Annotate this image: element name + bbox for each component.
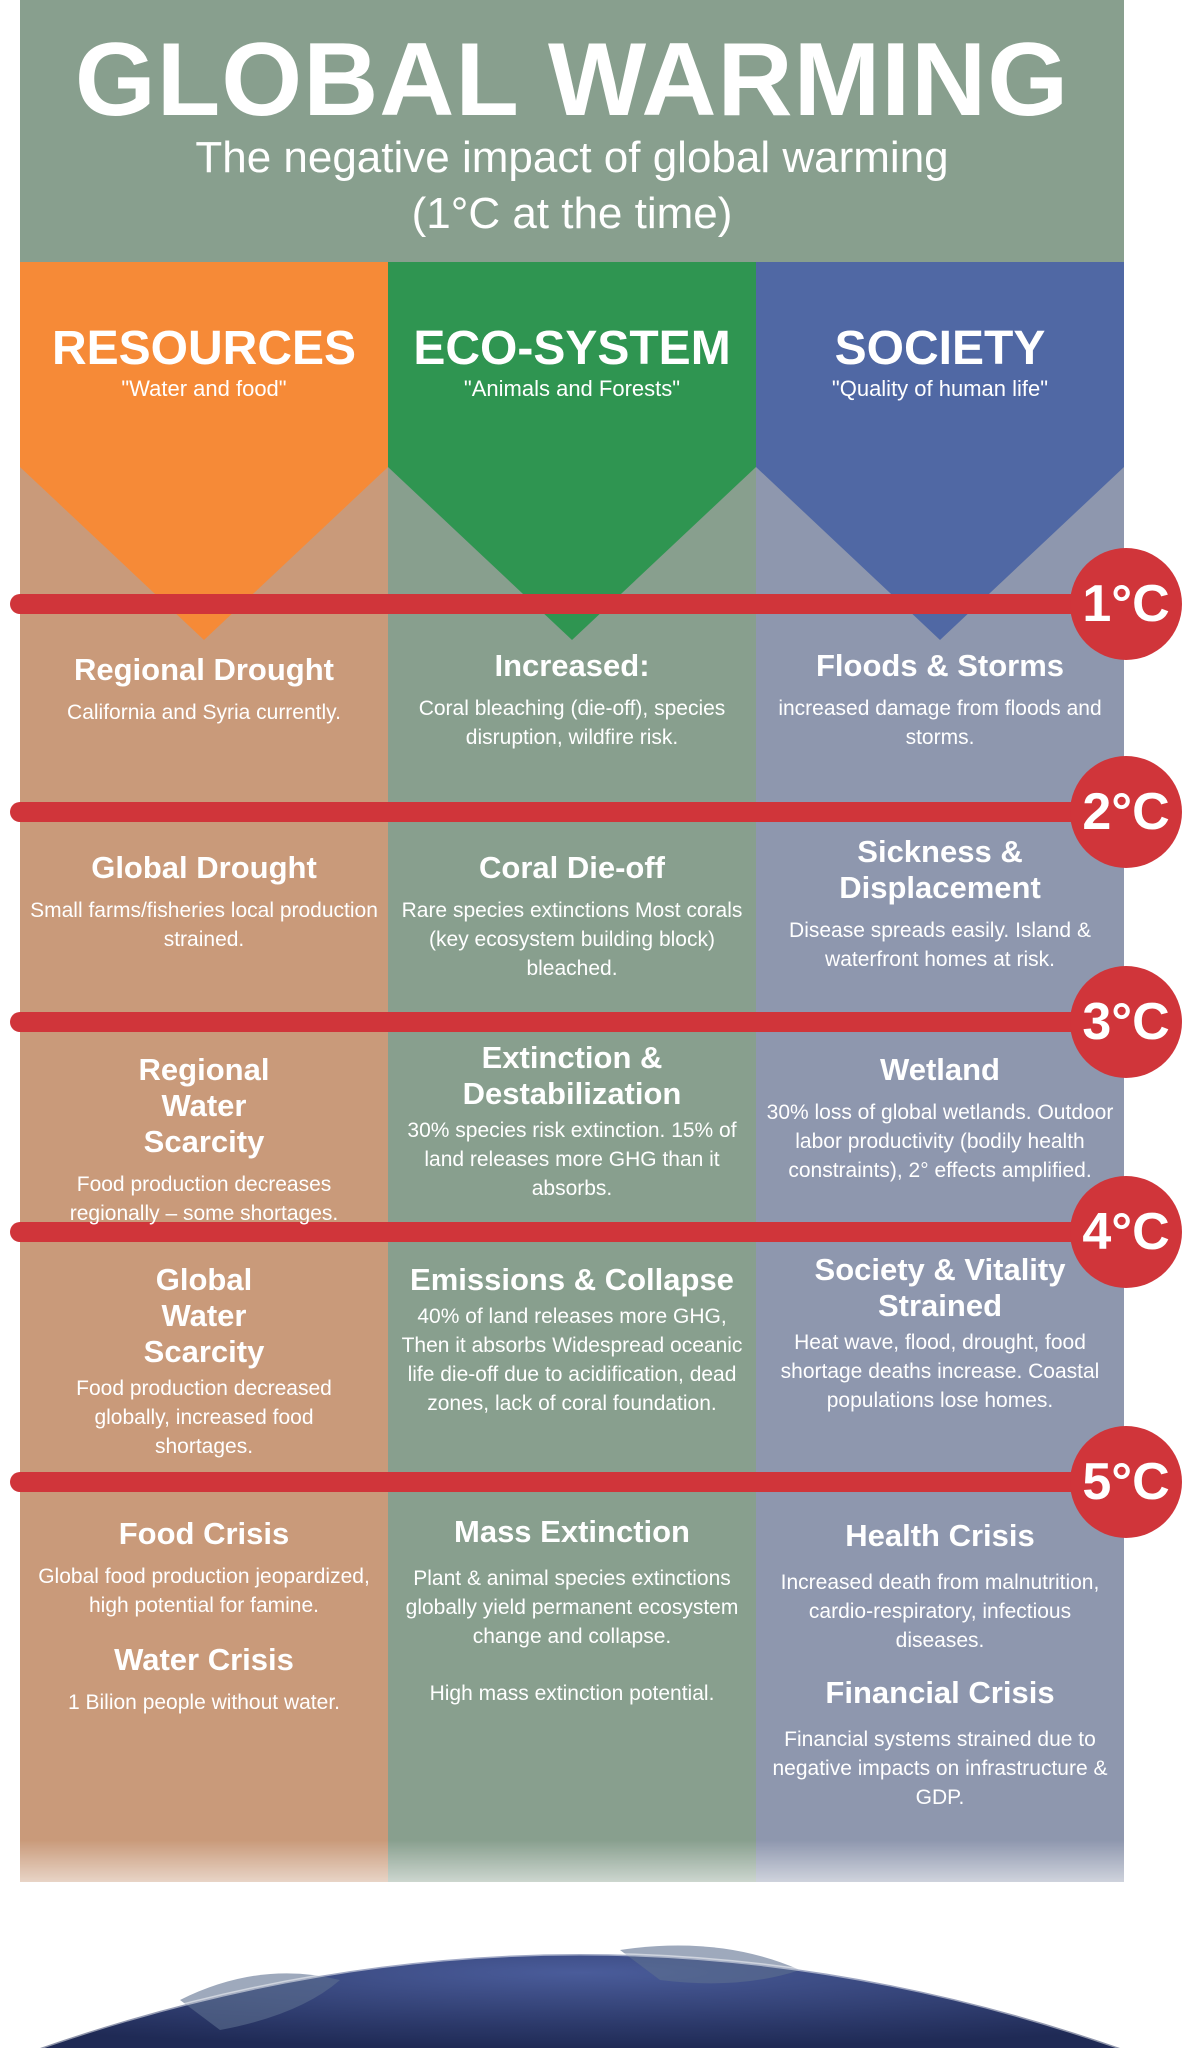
cell-text: California and Syria currently. [67, 701, 341, 724]
cell-title-2: Financial Crisis [825, 1675, 1055, 1710]
cell-text: Disease spreads easily. Island & waterfr… [789, 919, 1091, 971]
temperature-badge-4: 4°C [1070, 1176, 1182, 1288]
cell-title: Food Crisis [118, 1516, 290, 1551]
temperature-badge-5: 5°C [1070, 1426, 1182, 1538]
resources-heading: RESOURCES [51, 322, 357, 375]
cell-global-drought: Global Drought Small farms/fisheries loc… [30, 850, 378, 954]
cell-increased: Increased: Coral bleaching (die-off), sp… [398, 648, 746, 752]
temperature-bar-5 [10, 1472, 1090, 1492]
temperature-badge-3: 3°C [1070, 966, 1182, 1078]
cell-text: 30% species risk extinction. 15% of land… [407, 1119, 737, 1200]
cell-extinction-destabilization: Extinction & Destabilization 30% species… [398, 1040, 746, 1203]
temperature-badge-2: 2°C [1070, 756, 1182, 868]
cell-global-water-scarcity: Global Water Scarcity Food production de… [30, 1262, 378, 1461]
cell-title: Extinction & Destabilization [462, 1040, 682, 1111]
resources-arrow [20, 262, 388, 640]
cell-text: Global food production jeopardized, high… [38, 1565, 370, 1617]
cell-title: Coral Die-off [479, 850, 665, 885]
resources-subheading: "Water and food" [121, 376, 287, 401]
ecosystem-heading: ECO-SYSTEM [413, 322, 731, 375]
cell-title-2: Water Crisis [114, 1642, 294, 1677]
cell-text: Coral bleaching (die-off), species disru… [418, 697, 726, 749]
cell-text-2: 1 Bilion people without water. [67, 1691, 340, 1714]
cell-text: Food production decreases regionally – s… [69, 1173, 339, 1225]
cell-text: Food production decreased globally, incr… [76, 1377, 332, 1458]
subtitle-line-2: (1°C at the time) [411, 189, 733, 238]
cell-text: increased damage from floods and storms. [778, 697, 1102, 749]
cell-title: Wetland [880, 1052, 1000, 1087]
cell-title: Increased: [494, 648, 650, 683]
temperature-bar-1 [10, 594, 1090, 614]
society-subheading: "Quality of human life" [831, 376, 1049, 401]
cell-title: Global Water Scarcity [143, 1262, 265, 1369]
cell-text: 30% loss of global wetlands. Outdoor lab… [766, 1101, 1114, 1182]
cell-title: Sickness & Displacement [839, 834, 1041, 905]
cell-mass-extinction: Mass Extinction Plant & animal species e… [398, 1514, 746, 1708]
cell-title: Health Crisis [845, 1518, 1035, 1553]
column-arrows [20, 262, 1124, 640]
temperature-bar-2 [10, 802, 1090, 822]
cell-text: Rare species extinctions Most corals (ke… [401, 899, 743, 980]
society-arrow [756, 262, 1124, 640]
cell-title: Society & Vitality Strained [814, 1252, 1066, 1323]
cell-food-water-crisis: Food Crisis Global food production jeopa… [30, 1516, 378, 1717]
ecosystem-arrow [388, 262, 756, 640]
cell-health-financial-crisis: Health Crisis Increased death from malnu… [766, 1518, 1114, 1812]
cell-coral-die-off: Coral Die-off Rare species extinctions M… [398, 850, 746, 983]
cell-title: Emissions & Collapse [410, 1262, 734, 1297]
cell-text: Increased death from malnutrition, cardi… [780, 1571, 1100, 1652]
page-subtitle: The negative impact of global warming (1… [20, 130, 1124, 242]
globe-illustration [0, 1840, 1200, 2048]
header-band [20, 0, 1124, 262]
cell-title: Global Drought [91, 850, 317, 885]
cell-regional-drought: Regional Drought California and Syria cu… [30, 652, 378, 727]
cell-wetland: Wetland 30% loss of global wetlands. Out… [766, 1052, 1114, 1185]
temperature-bar-4 [10, 1222, 1090, 1242]
cell-title: Regional Water Scarcity [138, 1052, 270, 1159]
cell-title: Regional Drought [73, 652, 335, 687]
cell-text-2: High mass extinction potential. [429, 1682, 715, 1705]
temperature-bar-3 [10, 1012, 1090, 1032]
cell-title: Mass Extinction [454, 1514, 690, 1549]
cell-text: Plant & animal species extinctions globa… [405, 1567, 739, 1648]
temperature-badge-1: 1°C [1070, 548, 1182, 660]
cell-sickness-displacement: Sickness & Displacement Disease spreads … [766, 834, 1114, 974]
cell-title: Floods & Storms [815, 648, 1064, 683]
cell-text: Heat wave, flood, drought, food shortage… [780, 1331, 1100, 1412]
ecosystem-subheading: "Animals and Forests" [463, 376, 681, 401]
cell-text: Small farms/fisheries local production s… [30, 899, 378, 951]
cell-floods-storms: Floods & Storms increased damage from fl… [766, 648, 1114, 752]
cell-regional-water-scarcity: Regional Water Scarcity Food production … [30, 1052, 378, 1228]
subtitle-line-1: The negative impact of global warming [195, 133, 949, 182]
cell-text: 40% of land releases more GHG, Then it a… [401, 1305, 743, 1415]
society-heading: SOCIETY [834, 322, 1046, 375]
cell-society-vitality-strained: Society & Vitality Strained Heat wave, f… [766, 1252, 1114, 1415]
page-title: GLOBAL WARMING [74, 22, 1070, 138]
cell-emissions-collapse: Emissions & Collapse 40% of land release… [398, 1262, 746, 1418]
cell-text-2: Financial systems strained due to negati… [772, 1728, 1108, 1809]
